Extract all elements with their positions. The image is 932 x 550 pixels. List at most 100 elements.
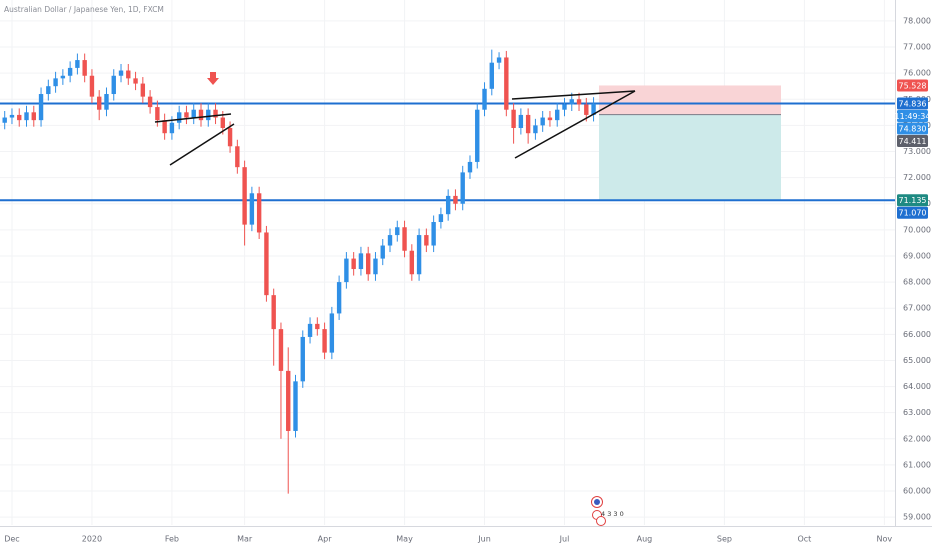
candle-body: [453, 195, 458, 204]
candle-body: [249, 193, 255, 225]
y-tick-label: 73.000: [903, 147, 931, 156]
candle-body: [147, 96, 153, 108]
candle-body: [264, 232, 269, 296]
price-label: 75.528: [899, 81, 927, 90]
candle-body: [489, 62, 494, 89]
candle-body: [75, 60, 80, 68]
candle-body: [584, 104, 589, 115]
candle-body: [213, 109, 218, 118]
candle-body: [315, 323, 320, 330]
candle-body: [402, 227, 407, 251]
candle-body: [9, 114, 15, 118]
candle-body: [293, 381, 298, 431]
candle-body: [329, 313, 335, 353]
trendline: [514, 90, 636, 159]
event-icon-inner: [594, 499, 600, 505]
candle-body: [227, 127, 233, 147]
y-tick-label: 64.000: [903, 382, 931, 391]
candle-body: [191, 109, 196, 118]
x-tick-label: Feb: [165, 535, 179, 544]
candle-body: [445, 195, 451, 215]
x-tick-label: Dec: [4, 535, 19, 544]
candle-body: [162, 120, 167, 134]
candle-body: [126, 70, 131, 79]
x-tick-label: Nov: [877, 535, 893, 544]
candle-body: [155, 107, 160, 121]
candle-body: [438, 214, 444, 223]
candle-body: [46, 86, 51, 95]
plot-area: [0, 0, 895, 525]
y-tick-label: 67.000: [903, 304, 931, 313]
candle-body: [344, 258, 349, 283]
candle-body: [184, 112, 189, 118]
price-label: 74.830: [899, 125, 927, 134]
x-tick-label: Sep: [717, 535, 732, 544]
candle-body: [206, 109, 211, 121]
y-tick-label: 59.000: [903, 513, 931, 522]
candle-body: [358, 253, 364, 270]
candle-body: [300, 336, 305, 382]
candle-body: [278, 329, 284, 371]
candle-body: [38, 94, 44, 121]
event-icon[interactable]: [596, 516, 606, 526]
price-label: 74.836: [899, 100, 927, 109]
x-tick-label: Jul: [559, 535, 570, 544]
candle-body: [307, 323, 313, 337]
candle-body: [576, 99, 582, 105]
candle-body: [475, 109, 480, 162]
candle-body: [17, 114, 22, 121]
x-tick-label: Aug: [637, 535, 653, 544]
candle-body: [198, 109, 204, 121]
candle-body: [322, 329, 327, 353]
candle-body: [387, 235, 393, 246]
y-tick-label: 69.000: [903, 251, 931, 260]
candle-body: [169, 122, 175, 134]
price-label-box: [897, 79, 928, 92]
price-label: 71.070: [899, 209, 927, 218]
candle-body: [118, 70, 124, 76]
price-label-box: [897, 110, 928, 123]
candle-body: [373, 258, 378, 275]
candle-body: [562, 104, 567, 110]
price-label-box: [897, 194, 928, 207]
trendline: [511, 90, 636, 100]
candle-body: [395, 227, 400, 236]
candle-body: [366, 253, 371, 275]
candle-body: [60, 75, 66, 79]
x-tick-label: Mar: [237, 535, 253, 544]
candle-body: [467, 161, 473, 173]
y-tick-label: 77.000: [903, 43, 931, 52]
y-tick-label: 61.000: [903, 460, 931, 469]
trendline: [169, 123, 235, 166]
y-tick-label: 78.000: [903, 16, 931, 25]
candle-body: [518, 114, 524, 128]
y-tick-label: 68.000: [903, 278, 931, 287]
x-tick-label: Jun: [477, 535, 491, 544]
candle-body: [496, 57, 502, 63]
price-label: 11:49:34: [895, 112, 931, 121]
candle-body: [176, 112, 182, 123]
candle-body: [111, 75, 116, 95]
candle-body: [2, 117, 7, 123]
trendline: [154, 113, 232, 123]
candle-body: [591, 103, 596, 115]
x-tick-label: 2020: [82, 535, 102, 544]
candle-body: [416, 235, 422, 275]
candle-body: [53, 78, 58, 87]
y-tick-label: 62.000: [903, 434, 931, 443]
candle-body: [235, 146, 240, 168]
candle-body: [351, 258, 356, 270]
candle-body: [424, 235, 429, 246]
y-tick-label: 76.000: [903, 69, 931, 78]
stop-zone: [599, 85, 781, 115]
candle-body: [533, 125, 538, 134]
candle-body: [24, 112, 29, 121]
y-tick-label: 66.000: [903, 330, 931, 339]
candle-body: [525, 114, 531, 134]
candle-body: [547, 117, 553, 121]
candle-body: [460, 172, 465, 204]
candle-body: [511, 109, 516, 128]
y-tick-label: 60.000: [903, 487, 931, 496]
y-tick-label: 63.000: [903, 408, 931, 417]
